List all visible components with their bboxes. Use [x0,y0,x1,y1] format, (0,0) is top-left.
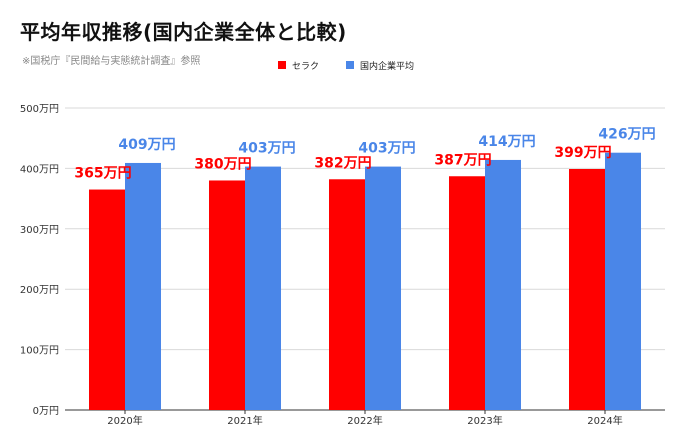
x-tick-label: 2024年 [587,414,622,427]
bar-domestic [245,166,281,410]
data-label-company: 365万円 [74,166,131,182]
data-label-company: 387万円 [434,152,491,168]
bar-domestic [605,152,641,411]
source-note: ※国税庁『民間給与実態統計調査』参照 [22,56,201,67]
x-tick-label: 2020年 [107,414,142,427]
data-label-company: 399万円 [554,145,611,161]
data-label-company: 380万円 [194,156,251,172]
x-tick-label: 2021年 [227,414,262,427]
legend-label: 国内企業平均 [360,60,414,72]
data-label-company: 382万円 [314,155,371,171]
bar-domestic [485,159,521,410]
bar-company [209,180,245,410]
bar-company [89,189,125,410]
y-tick-label: 100万円 [20,346,59,357]
chart-title: 平均年収推移(国内企業全体と比較) [20,20,347,44]
legend-swatch [346,61,354,69]
data-label-domestic: 414万円 [478,134,535,150]
y-tick-label: 300万円 [20,225,59,236]
legend-swatch [278,61,286,69]
bar-company [329,179,365,410]
data-label-domestic: 426万円 [598,127,655,143]
x-tick-label: 2022年 [347,414,382,427]
bar-domestic [365,166,401,410]
x-tick-label: 2023年 [467,414,502,427]
legend-label: セラク [292,61,319,72]
y-tick-label: 500万円 [20,104,59,115]
bar-company [449,176,485,410]
y-tick-label: 200万円 [20,285,59,296]
y-tick-label: 0万円 [33,406,59,417]
data-label-domestic: 403万円 [238,141,295,157]
bar-domestic [125,162,161,410]
y-tick-label: 400万円 [20,164,59,175]
data-label-domestic: 409万円 [118,137,175,153]
bar-company [569,169,605,410]
data-label-domestic: 403万円 [358,141,415,157]
